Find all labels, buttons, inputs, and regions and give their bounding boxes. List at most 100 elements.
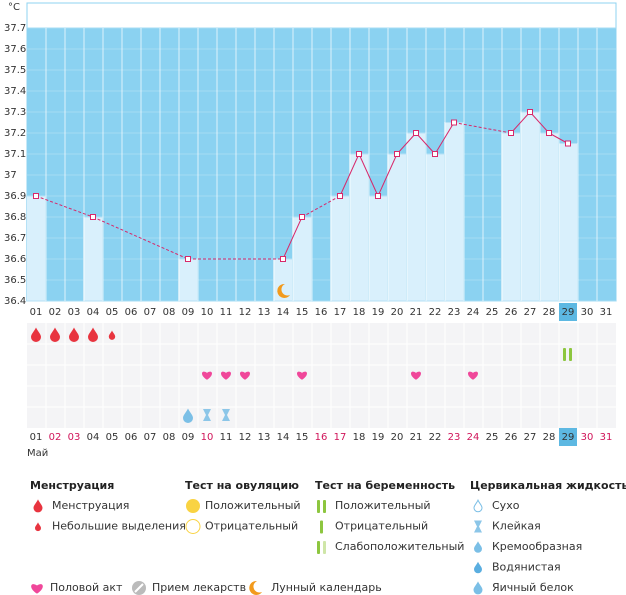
temperature-line (358, 153, 379, 197)
day-label: 30 (581, 307, 594, 318)
legend-title: Менструация (30, 479, 114, 492)
day-label: 19 (372, 307, 385, 318)
y-tick-label: 37.3 (4, 107, 26, 118)
bar (292, 216, 312, 302)
legend-item: Кремообразная (492, 540, 582, 553)
day-label: 04 (87, 307, 100, 318)
bar (425, 153, 445, 302)
legend-title: Тест на беременность (315, 479, 455, 492)
temperature-line (282, 216, 303, 260)
legend-item: Положительный (335, 499, 431, 512)
temperature-point (356, 151, 362, 157)
temperature-point (375, 193, 381, 199)
heart-icon (240, 371, 250, 380)
today-box (559, 303, 577, 321)
pregnancy-test-icon (320, 520, 323, 534)
day-label: 07 (144, 307, 157, 318)
temperature-point (432, 151, 438, 157)
bar (26, 195, 46, 302)
day-label: 08 (163, 307, 176, 318)
y-tick-label: 36.6 (4, 254, 26, 265)
day-label: 21 (410, 432, 423, 443)
legend-item: Прием лекарств (152, 581, 246, 594)
sticky-icon (474, 520, 482, 533)
legend-item: Лунный календарь (271, 581, 382, 594)
temperature-point (90, 214, 96, 220)
bar (387, 153, 407, 302)
test-bar (317, 541, 320, 554)
day-label: 19 (372, 432, 385, 443)
legend-title: Цервикальная жидкость (470, 479, 626, 492)
temperature-line (548, 132, 569, 144)
sticky-icon (222, 409, 230, 421)
test-bar (323, 541, 326, 554)
day-label: 13 (258, 432, 271, 443)
month-label: Май (27, 448, 48, 459)
day-label: 09 (182, 432, 195, 443)
legend-item: Небольшие выделения (52, 520, 186, 533)
menstruation-icon (69, 327, 79, 342)
day-label: 17 (334, 307, 347, 318)
y-tick-label: 37.6 (4, 44, 26, 55)
bar (406, 132, 426, 302)
y-tick-label: 37.1 (4, 149, 26, 160)
day-label: 25 (486, 307, 499, 318)
temperature-point (33, 193, 39, 199)
y-tick-label: 36.4 (4, 296, 26, 307)
unit-label: °C (8, 2, 20, 13)
day-label: 12 (239, 432, 252, 443)
y-tick-label: 36.8 (4, 212, 26, 223)
day-label: 23 (448, 307, 461, 318)
y-tick-label: 36.5 (4, 275, 26, 286)
day-label: 27 (524, 307, 537, 318)
day-label: 26 (505, 307, 518, 318)
temperature-line (434, 122, 455, 155)
day-label: 28 (543, 432, 556, 443)
temperature-point (394, 151, 400, 157)
pregnancy-test-icon (317, 541, 326, 554)
day-label: 03 (68, 432, 81, 443)
legend-icon (185, 519, 201, 534)
bar (368, 195, 388, 302)
y-tick-label: 36.9 (4, 191, 26, 202)
temperature-point (527, 109, 533, 115)
legend-item: Положительный (205, 499, 301, 512)
legend-title: Тест на овуляцию (185, 479, 299, 492)
temperature-line (35, 195, 94, 218)
day-label: 26 (505, 432, 518, 443)
temperature-line (529, 111, 550, 134)
day-label: 18 (353, 307, 366, 318)
day-label: 12 (239, 307, 252, 318)
test-bar (569, 348, 572, 361)
y-tick-label: 36.7 (4, 233, 26, 244)
temperature-line (301, 195, 341, 218)
temperature-point (299, 214, 305, 220)
day-label: 07 (144, 432, 157, 443)
temperature-line (377, 153, 398, 197)
test-bar (320, 520, 323, 534)
day-label: 20 (391, 432, 404, 443)
bar (178, 258, 198, 302)
day-label: 31 (600, 307, 613, 318)
bar (83, 216, 103, 302)
test-bar (563, 348, 566, 361)
day-label: 10 (201, 432, 214, 443)
day-label: 01 (30, 432, 43, 443)
legend-item: Отрицательный (205, 520, 298, 533)
day-label: 29 (562, 307, 575, 318)
day-label: 20 (391, 307, 404, 318)
legend-icon (33, 499, 43, 513)
bar (558, 143, 578, 302)
day-label: 25 (486, 432, 499, 443)
day-label: 05 (106, 307, 119, 318)
y-tick-label: 37.5 (4, 65, 26, 76)
bar (444, 122, 464, 302)
day-label: 18 (353, 432, 366, 443)
bar (539, 132, 559, 302)
legend-icon (474, 561, 482, 574)
temperature-point (280, 256, 286, 262)
heart-icon (202, 371, 212, 380)
legend-icon (35, 522, 41, 532)
heart-icon (297, 371, 307, 380)
pregnancy-test-icon (317, 500, 326, 513)
